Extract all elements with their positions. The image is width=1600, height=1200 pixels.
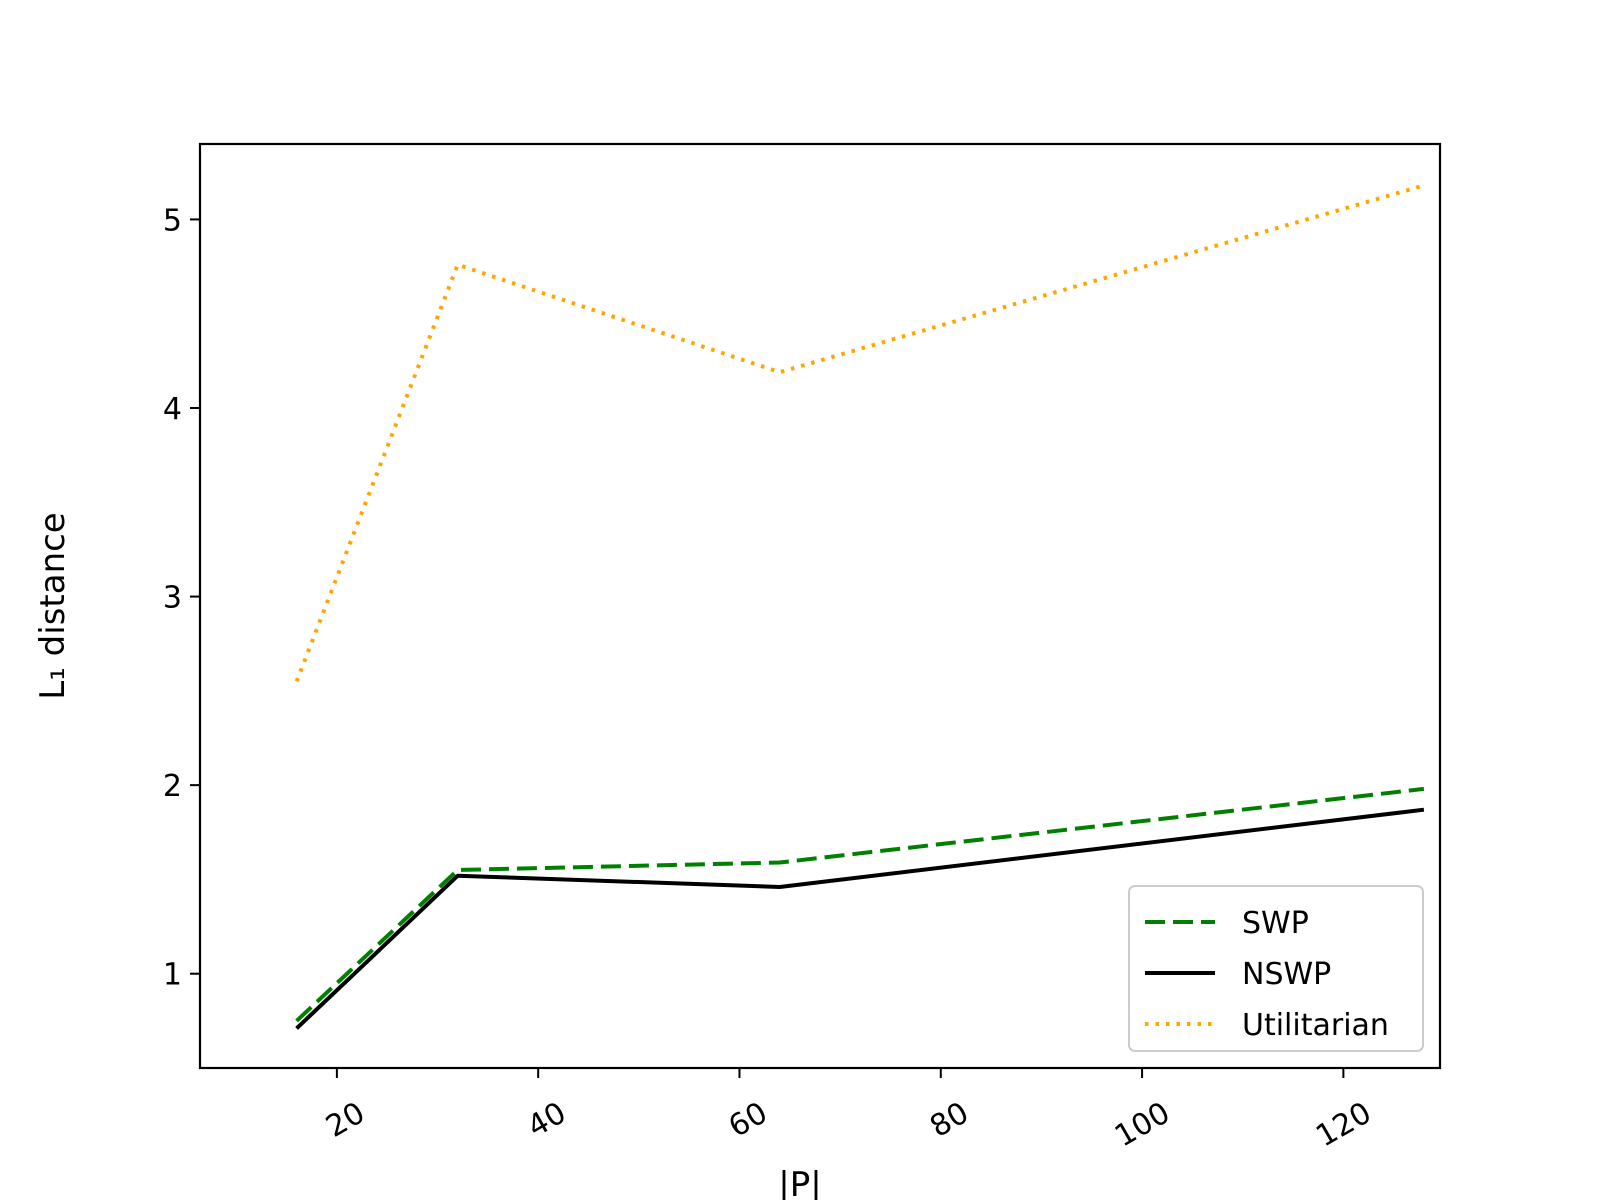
series-line-nswp: [295, 807, 1425, 1030]
series-line-swp: [295, 786, 1425, 1023]
x-tick-label: 100: [1109, 1095, 1176, 1154]
y-tick-label: 5: [163, 203, 182, 238]
y-tick-label: 4: [163, 392, 182, 427]
series-layer: [294, 183, 1425, 1030]
x-tick-label: 60: [723, 1095, 774, 1144]
legend-entries: SWP NSWP Utilitarian: [1145, 906, 1389, 1043]
y-axis-ticks: 1 2 3 4 5: [163, 203, 200, 993]
legend-label-swp: SWP: [1242, 906, 1309, 941]
y-tick-label: 1: [163, 958, 182, 993]
y-axis-label: L₁ distance: [33, 512, 73, 699]
x-axis-ticks: 20 40 60 80 100 120: [320, 1068, 1377, 1154]
x-tick-label: 40: [522, 1095, 573, 1144]
legend: SWP NSWP Utilitarian: [1128, 885, 1424, 1052]
legend-label-utilitarian: Utilitarian: [1242, 1008, 1389, 1043]
x-tick-label: 80: [924, 1095, 975, 1144]
x-axis-label: |P|: [778, 1165, 821, 1200]
x-tick-label: 20: [320, 1095, 371, 1144]
legend-label-nswp: NSWP: [1242, 957, 1331, 992]
x-tick-label: 120: [1310, 1095, 1377, 1154]
y-tick-label: 3: [163, 581, 182, 616]
series-line-utilitarian: [294, 183, 1425, 683]
y-tick-label: 2: [163, 769, 182, 804]
legend-box: [1128, 885, 1424, 1052]
